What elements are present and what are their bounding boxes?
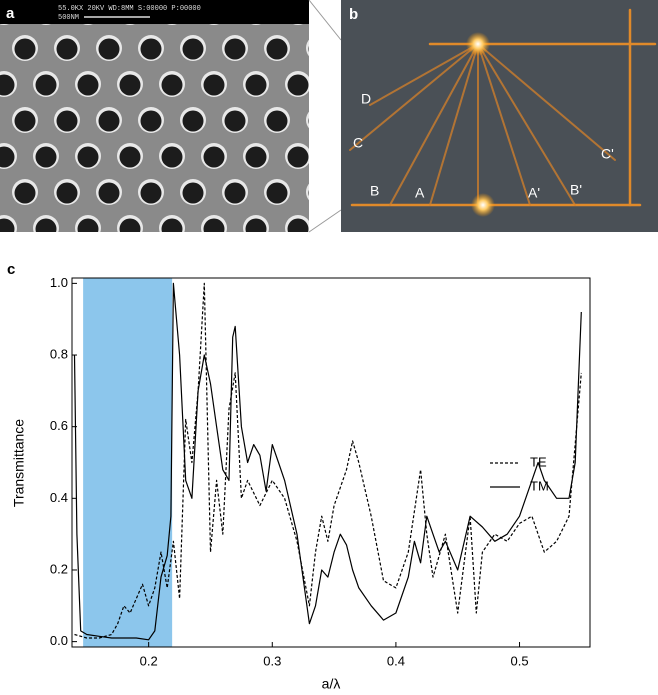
- y-tick-label: 0.2: [50, 561, 68, 576]
- y-axis-label: Transmittance: [11, 419, 27, 507]
- y-tick-label: 1.0: [50, 275, 68, 290]
- photo: [341, 0, 658, 232]
- point-label: A': [528, 185, 540, 201]
- y-tick-label: 0.0: [50, 633, 68, 648]
- point-label: A: [415, 185, 425, 201]
- point-label: B': [570, 182, 582, 198]
- chart: c a/λ Transmittance 0.0 0.2 0.4 0.6 0.8 1.0 0.…: [7, 261, 590, 692]
- x-axis-label: a/λ: [322, 676, 341, 692]
- connector: [309, 0, 341, 40]
- source-glow: [471, 193, 495, 217]
- x-tick-label: 0.2: [140, 653, 158, 668]
- panel-label: a: [6, 5, 15, 22]
- point-label: B: [370, 183, 379, 199]
- legend-label: TE: [530, 454, 547, 469]
- scale-text: 500NM: [58, 14, 79, 22]
- x-tick-label: 0.3: [263, 653, 281, 668]
- sem-image: [0, 0, 309, 232]
- legend-label: TM: [530, 478, 549, 493]
- point-label: C': [601, 146, 614, 162]
- panel-label: c: [7, 261, 15, 278]
- figure: 55.0KX 20KV WD:8MM S:00000 P:00000 500NM…: [0, 0, 658, 695]
- panel-a: 55.0KX 20KV WD:8MM S:00000 P:00000 500NM…: [0, 0, 309, 232]
- y-tick-label: 0.8: [50, 346, 68, 361]
- point-label: D: [361, 91, 371, 107]
- point-label: C: [353, 135, 363, 151]
- y-tick-label: 0.6: [50, 418, 68, 433]
- source-glow: [466, 32, 490, 56]
- sem-info: 55.0KX 20KV WD:8MM S:00000 P:00000: [58, 5, 201, 13]
- x-tick-label: 0.5: [510, 653, 528, 668]
- panel-label: b: [349, 6, 358, 23]
- x-tick-label: 0.4: [387, 653, 405, 668]
- panel-b: b D C B A A' B' C': [341, 0, 658, 232]
- connector: [309, 210, 341, 232]
- y-tick-label: 0.4: [50, 490, 68, 505]
